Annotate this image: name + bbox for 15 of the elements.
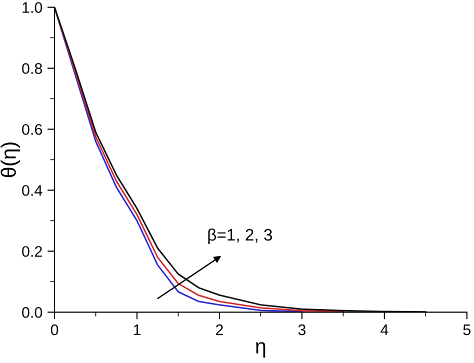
y-tick-label: 1.0 <box>22 2 42 13</box>
x-tick-label: 3 <box>298 324 306 336</box>
x-tick-label: 4 <box>380 324 388 336</box>
y-tick-label: 0.8 <box>22 63 42 74</box>
y-axis-title: θ(η) <box>0 142 20 178</box>
annotation: β=1, 2, 3 <box>208 228 272 244</box>
x-tick-label: 1 <box>134 324 140 336</box>
x-tick-label: 5 <box>463 324 470 336</box>
x-axis-title: η <box>256 342 266 358</box>
y-tick-label: 0.2 <box>22 246 42 257</box>
y-tick-label: 0.0 <box>22 307 42 318</box>
y-tick-label: 0.6 <box>22 124 42 135</box>
x-tick-label: 2 <box>216 324 223 336</box>
x-tick-label: 0 <box>50 324 58 336</box>
y-tick-label: 0.4 <box>22 185 42 196</box>
